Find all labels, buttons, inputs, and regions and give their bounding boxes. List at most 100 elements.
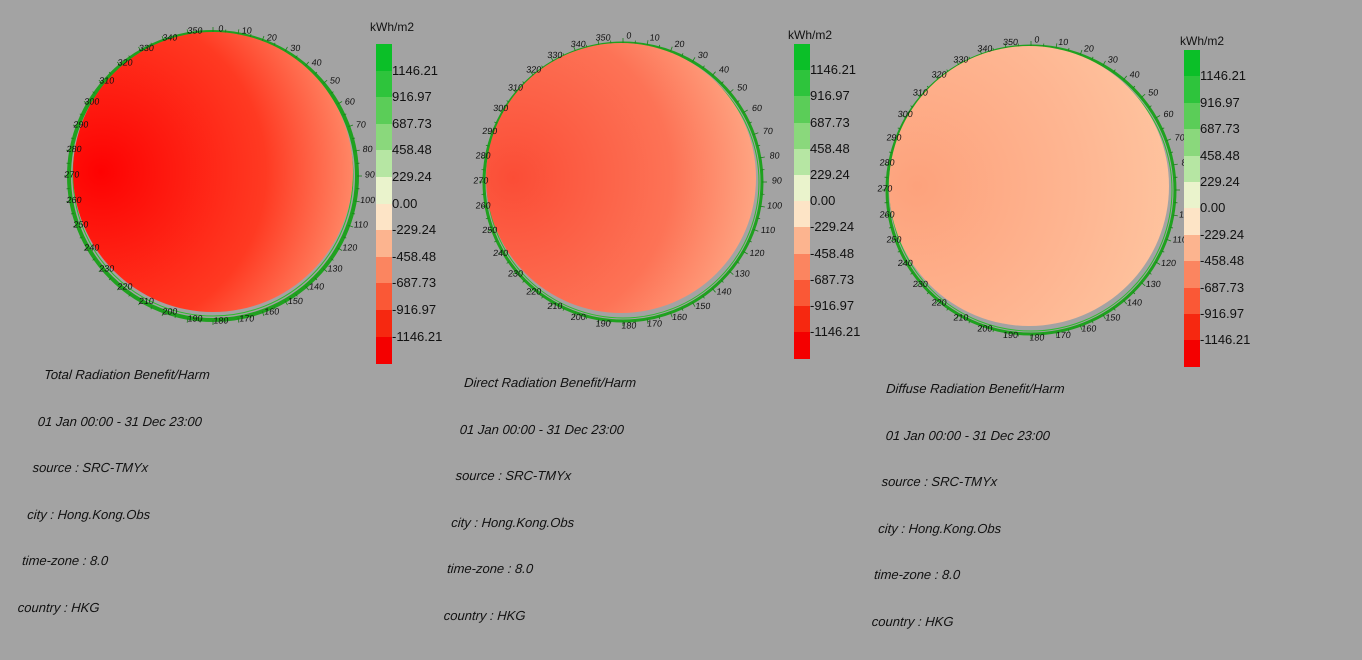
legend-label: -916.97 xyxy=(810,298,854,313)
azimuth-label: 120 xyxy=(1161,258,1177,268)
legend-label: 916.97 xyxy=(810,88,850,103)
legend-label: 916.97 xyxy=(392,89,432,104)
legend-label: 1146.21 xyxy=(1200,68,1246,83)
diffuse-radiation-panel: 0102030405060708090100110120130140150160… xyxy=(860,0,1360,480)
azimuth-label: 150 xyxy=(287,296,303,306)
azimuth-label: 210 xyxy=(547,301,563,311)
info-text: Direct Radiation Benefit/Harm 01 Jan 00:… xyxy=(441,344,639,654)
time-zone: time-zone : 8.0 xyxy=(21,553,198,569)
country: country : HKG xyxy=(443,608,620,624)
legend-label: 0.00 xyxy=(392,196,417,211)
legend-swatch xyxy=(376,71,392,98)
azimuth-label: 40 xyxy=(1129,69,1140,79)
legend-label: -229.24 xyxy=(1200,227,1244,242)
azimuth-label: 260 xyxy=(475,201,491,211)
azimuth-label: 250 xyxy=(886,234,902,244)
legend-label: 0.00 xyxy=(810,193,835,208)
azimuth-label: 320 xyxy=(117,58,133,68)
legend-swatch xyxy=(794,254,810,281)
legend-swatch xyxy=(1184,182,1200,209)
legend-swatch xyxy=(794,175,810,202)
azimuth-label: 340 xyxy=(977,44,993,54)
azimuth-label: 130 xyxy=(734,269,750,279)
legend-swatch xyxy=(794,44,810,71)
azimuth-label: 10 xyxy=(241,26,252,36)
azimuth-label: 70 xyxy=(355,120,366,130)
legend-swatch xyxy=(794,332,810,359)
legend-label: 687.73 xyxy=(810,115,850,130)
source: source : SRC-TMYx xyxy=(453,468,630,484)
azimuth-label: 200 xyxy=(570,312,586,322)
azimuth-label: 300 xyxy=(493,103,509,113)
legend-swatch xyxy=(794,149,810,176)
azimuth-label: 230 xyxy=(912,279,928,289)
azimuth-label: 140 xyxy=(716,287,732,297)
legend-swatch xyxy=(1184,235,1200,262)
sky-dome xyxy=(486,43,756,313)
azimuth-label: 40 xyxy=(311,58,322,68)
legend-label: -1146.21 xyxy=(1200,332,1250,347)
azimuth-label: 270 xyxy=(473,176,489,186)
azimuth-label: 220 xyxy=(117,281,133,291)
azimuth-label: 50 xyxy=(330,76,341,86)
azimuth-label: 0 xyxy=(1034,35,1040,45)
time-zone: time-zone : 8.0 xyxy=(873,567,1053,583)
azimuth-label: 270 xyxy=(877,184,893,194)
legend-swatch xyxy=(1184,156,1200,183)
azimuth-label: 60 xyxy=(344,97,355,107)
azimuth-label: 170 xyxy=(239,313,255,323)
azimuth-label: 150 xyxy=(695,301,711,311)
azimuth-label: 60 xyxy=(752,103,763,113)
azimuth-label: 30 xyxy=(290,43,301,53)
legend-label: 687.73 xyxy=(1200,121,1240,136)
azimuth-label: 320 xyxy=(931,69,947,79)
legend-swatch xyxy=(376,124,392,151)
azimuth-label: 290 xyxy=(886,133,902,143)
azimuth-label: 340 xyxy=(162,32,178,42)
legend-unit: kWh/m2 xyxy=(370,20,414,34)
legend-swatch xyxy=(376,230,392,257)
azimuth-label: 250 xyxy=(73,219,89,229)
azimuth-label: 230 xyxy=(99,263,115,273)
azimuth-label: 140 xyxy=(309,281,325,291)
azimuth-label: 70 xyxy=(762,126,773,136)
azimuth-label: 160 xyxy=(264,307,280,317)
azimuth-label: 330 xyxy=(953,55,969,65)
azimuth-label: 240 xyxy=(84,243,100,253)
azimuth-label: 90 xyxy=(364,170,375,180)
azimuth-label: 280 xyxy=(879,158,895,168)
legend-swatch xyxy=(794,123,810,150)
azimuth-label: 190 xyxy=(595,318,611,328)
legend-unit: kWh/m2 xyxy=(788,28,832,42)
legend-label: -229.24 xyxy=(810,219,854,234)
source: source : SRC-TMYx xyxy=(27,460,204,476)
azimuth-label: 300 xyxy=(897,109,913,119)
azimuth-label: 330 xyxy=(138,43,154,53)
legend-label: 0.00 xyxy=(1200,200,1225,215)
chart-title: Diffuse Radiation Benefit/Harm xyxy=(886,381,1066,397)
azimuth-label: 0 xyxy=(218,24,224,34)
azimuth-label: 230 xyxy=(508,269,524,279)
legend-label: -458.48 xyxy=(810,246,854,261)
azimuth-label: 350 xyxy=(1003,37,1019,47)
chart-title: Direct Radiation Benefit/Harm xyxy=(460,375,637,391)
azimuth-label: 310 xyxy=(99,76,115,86)
azimuth-label: 100 xyxy=(360,195,376,205)
legend-swatch xyxy=(1184,103,1200,130)
azimuth-label: 80 xyxy=(362,144,373,154)
legend-swatch xyxy=(1184,314,1200,341)
legend-label: 229.24 xyxy=(810,167,850,182)
legend-swatch xyxy=(376,310,392,337)
city: city : Hong.Kong.Obs xyxy=(24,507,201,523)
info-text: Diffuse Radiation Benefit/Harm 01 Jan 00… xyxy=(867,350,1067,660)
legend-label: 687.73 xyxy=(392,116,432,131)
legend-swatch xyxy=(794,227,810,254)
azimuth-label: 50 xyxy=(737,82,748,92)
azimuth-label: 110 xyxy=(760,225,775,235)
azimuth-label: 20 xyxy=(1083,44,1094,54)
azimuth-label: 290 xyxy=(73,120,89,130)
legend-label: 458.48 xyxy=(810,141,850,156)
azimuth-label: 180 xyxy=(1029,332,1045,342)
legend-swatch xyxy=(376,177,392,204)
